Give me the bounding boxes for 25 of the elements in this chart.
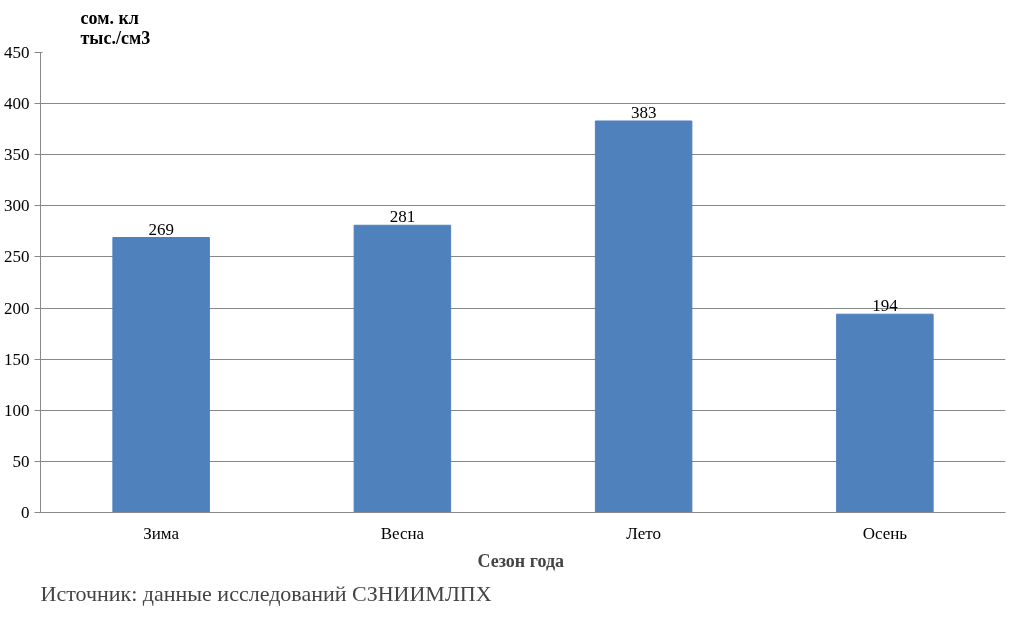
- x-tick-label: Лето: [626, 523, 661, 543]
- y-tick-label: 150: [4, 349, 30, 369]
- y-tick-label: 450: [4, 43, 30, 62]
- y-tick-label: 0: [21, 503, 30, 522]
- bar: [112, 237, 210, 513]
- data-label: 281: [389, 207, 416, 227]
- bar: [594, 120, 693, 513]
- y-axis-title: сом. кл тыс./см3: [80, 7, 151, 48]
- y-tick-label: 300: [4, 196, 30, 216]
- y-tick-label: 400: [4, 94, 30, 114]
- y-tick-label: 250: [4, 247, 30, 267]
- bar: [836, 313, 934, 513]
- data-label: 269: [148, 219, 174, 239]
- y-tick-label: 200: [4, 298, 30, 318]
- y-tick-label: 50: [12, 451, 30, 471]
- data-label: 194: [872, 296, 899, 316]
- y-tick-label: 350: [4, 145, 30, 165]
- x-tick-label: Осень: [862, 523, 908, 543]
- x-tick-label: Зима: [143, 523, 180, 543]
- x-tick-label: Весна: [380, 523, 425, 543]
- text: Источник: данные исследований СЗНИИМЛПХ: [40, 580, 492, 606]
- data-label: 383: [630, 102, 657, 122]
- bar: [353, 224, 452, 513]
- y-tick-label: 100: [4, 400, 30, 420]
- x-axis-title: Сезон года: [477, 550, 565, 571]
